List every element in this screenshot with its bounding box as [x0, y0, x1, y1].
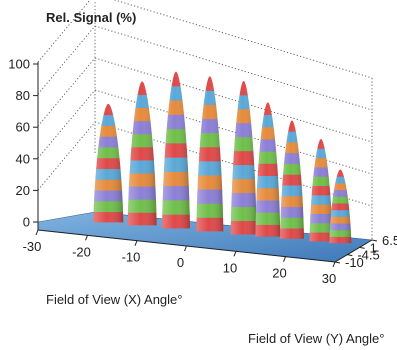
y-tick-label: -4.5	[357, 248, 379, 263]
peak-shade	[329, 169, 352, 244]
peak	[93, 103, 124, 223]
y-tick-label: -10	[345, 255, 364, 270]
y-tick	[359, 246, 365, 249]
x-tick	[233, 251, 237, 257]
y-tick-label: 1	[370, 240, 377, 255]
z-tick-label: 80	[16, 88, 30, 103]
z-axis-label: Rel. Signal (%)	[46, 10, 136, 25]
y-axis-label: Field of View (Y) Angle°	[248, 331, 384, 346]
x-tick	[283, 256, 286, 262]
grid-line	[37, 57, 96, 127]
peak-shade	[196, 76, 224, 232]
x-axis-label: Field of View (X) Angle°	[46, 292, 182, 307]
peak-shade	[127, 81, 157, 226]
grid-line	[37, 121, 96, 191]
peak-shade	[255, 102, 281, 237]
x-tick-label: 10	[223, 260, 237, 275]
peaks-layer	[93, 71, 352, 244]
peak-shade	[280, 120, 304, 239]
y-axis-line	[334, 239, 373, 263]
z-tick-label: 60	[16, 120, 30, 135]
x-tick-labels: -30 -20 -10 0 10 20 30	[23, 229, 336, 286]
y-tick-labels: -10-4.51 6.5	[334, 233, 397, 270]
x-tick-label: -30	[23, 239, 42, 254]
grid-line	[113, 0, 373, 79]
x-tick	[85, 235, 88, 241]
x-tick-label: -10	[122, 250, 141, 265]
x-tick	[134, 240, 138, 246]
z-tick-labels: 0 20 40 60 80 100	[8, 57, 38, 230]
x-tick-label: -20	[72, 244, 91, 259]
y-tick	[371, 239, 378, 242]
grid-line	[37, 25, 96, 95]
grid-line	[37, 89, 96, 159]
peak-shade	[230, 80, 257, 235]
peak	[230, 80, 257, 235]
grid-line	[94, 57, 373, 143]
peak	[127, 81, 157, 226]
y-tick-label: 6.5	[382, 233, 397, 248]
x-tick	[332, 261, 336, 268]
peak	[255, 102, 281, 237]
y-tick	[334, 261, 341, 264]
peak	[309, 139, 333, 242]
peak-shade	[309, 139, 333, 242]
grid-line	[37, 0, 91, 63]
z-tick-label: 100	[8, 57, 30, 72]
peak	[280, 120, 304, 239]
z-tick-label: 20	[16, 183, 30, 198]
z-tick-label: 0	[23, 215, 30, 230]
x-tick-label: 30	[322, 271, 336, 286]
y-tick	[347, 254, 353, 257]
grid-line	[94, 25, 373, 111]
peak-shade	[93, 103, 124, 223]
x-tick	[184, 245, 187, 252]
peak	[162, 71, 190, 229]
z-tick-label: 40	[16, 151, 30, 166]
x-tick	[35, 229, 39, 236]
x-tick-label: 0	[177, 255, 184, 270]
peak-shade	[162, 71, 190, 229]
x-tick-label: 20	[272, 266, 286, 281]
peak	[196, 76, 224, 232]
peak	[329, 169, 352, 244]
